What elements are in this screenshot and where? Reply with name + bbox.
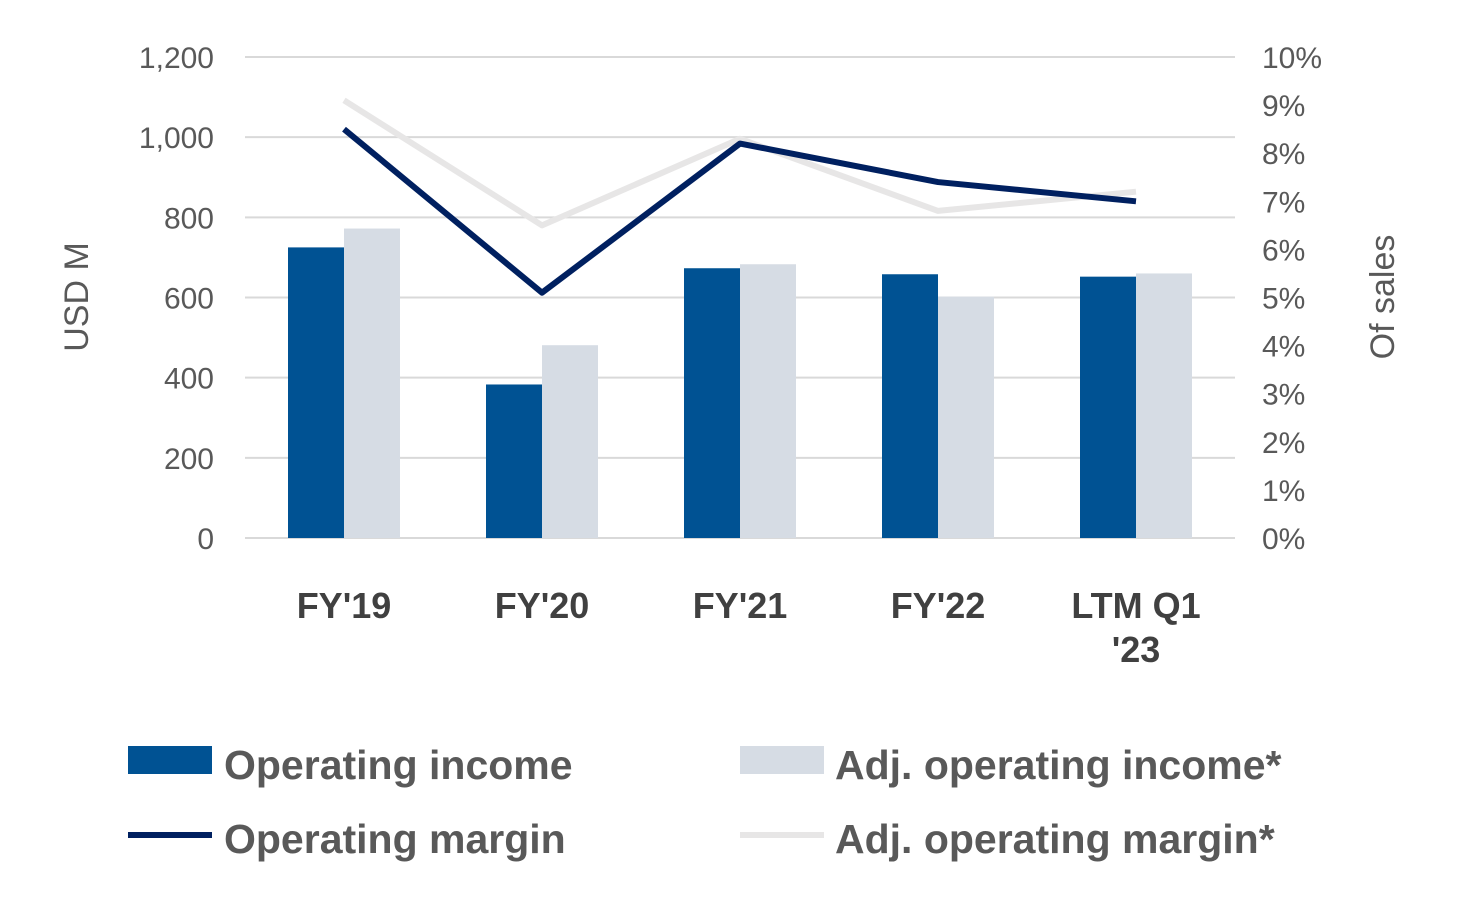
x-category-label: FY'20: [495, 585, 590, 626]
bar-adj-operating-income: [344, 228, 400, 538]
bar-adj-operating-income: [1136, 273, 1192, 538]
bar-operating-income: [486, 384, 542, 538]
line-operating-margin: [342, 126, 1137, 296]
y2-tick-label: 4%: [1262, 331, 1305, 364]
bar-adj-operating-income: [938, 296, 994, 538]
y-tick-label: 600: [164, 283, 214, 316]
y2-tick-label: 8%: [1262, 138, 1305, 171]
bar-adj-operating-income: [542, 345, 598, 538]
bar-operating-income: [882, 274, 938, 538]
y-axis-title: USD M: [58, 242, 96, 352]
y2-tick-label: 7%: [1262, 186, 1305, 219]
margin-lines: [342, 97, 1137, 296]
y-tick-label: 0: [197, 523, 214, 556]
x-category-label: LTM Q1'23: [1071, 585, 1200, 670]
right-axis-ticks: 0% 1% 2% 3% 4% 5% 6% 7% 8% 9% 10%: [1262, 42, 1322, 556]
bar-operating-income: [288, 247, 344, 539]
bar-adj-operating-income: [740, 264, 796, 538]
legend: Operating income Adj. operating income* …: [128, 742, 1282, 862]
category-labels: FY'19 FY'20 FY'21 FY'22 LTM Q1'23: [297, 585, 1201, 670]
y-tick-label: 200: [164, 443, 214, 476]
y2-tick-label: 6%: [1262, 234, 1305, 267]
legend-swatch-adj-operating-income: [740, 746, 824, 774]
left-axis-ticks: 0 200 400 600 800 1,000 1,200: [139, 42, 214, 556]
y2-tick-label: 2%: [1262, 427, 1305, 460]
y-tick-label: 400: [164, 363, 214, 396]
x-category-label: FY'22: [891, 585, 986, 626]
legend-label-adj-operating-income: Adj. operating income*: [835, 742, 1282, 788]
y-tick-label: 1,200: [139, 42, 214, 75]
x-category-label: FY'19: [297, 585, 392, 626]
legend-swatch-operating-income: [128, 746, 212, 774]
y2-tick-label: 3%: [1262, 379, 1305, 412]
y2-axis-title: Of sales: [1364, 235, 1402, 360]
line-adj-operating-margin: [342, 97, 1137, 229]
y2-tick-label: 5%: [1262, 283, 1305, 316]
legend-label-adj-operating-margin: Adj. operating margin*: [835, 816, 1275, 862]
y2-tick-label: 1%: [1262, 475, 1305, 508]
bars: [288, 228, 1192, 539]
bar-operating-income: [1080, 276, 1136, 538]
y2-tick-label: 0%: [1262, 523, 1305, 556]
legend-label-operating-margin: Operating margin: [224, 816, 566, 862]
bar-operating-income: [684, 268, 740, 538]
y2-tick-label: 9%: [1262, 90, 1305, 123]
legend-label-operating-income: Operating income: [224, 742, 573, 788]
y-tick-label: 800: [164, 202, 214, 235]
x-category-label: FY'21: [693, 585, 788, 626]
y2-tick-label: 10%: [1262, 42, 1322, 75]
y-tick-label: 1,000: [139, 122, 214, 155]
